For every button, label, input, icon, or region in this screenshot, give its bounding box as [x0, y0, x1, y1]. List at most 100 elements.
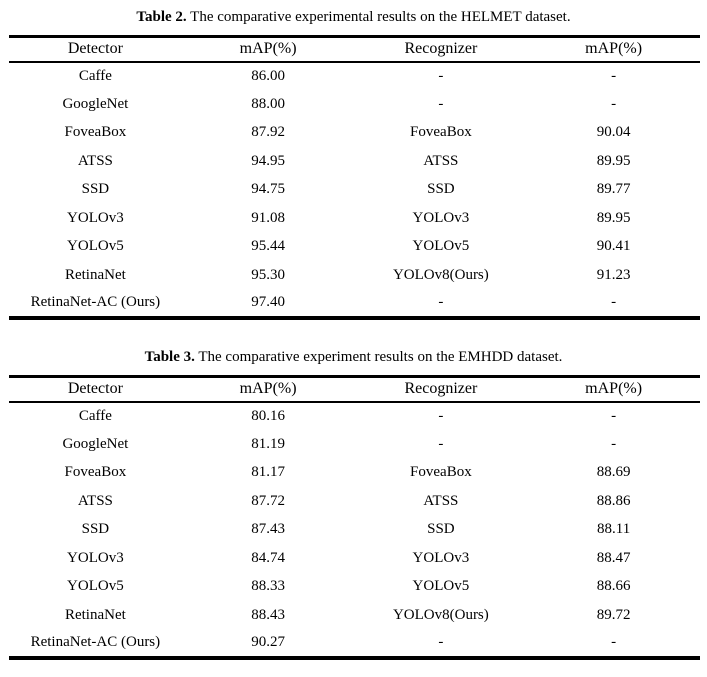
table-cell: SSD [81, 521, 110, 538]
table-cell: Caffe [78, 67, 112, 84]
table-row: SSD 87.43 SSD 88.11 [9, 516, 700, 545]
header-row: Detector mAP(%) Recognizer mAP(%) [9, 37, 700, 62]
table-row: YOLOv3 84.74 YOLOv3 88.47 [9, 544, 700, 573]
table-cell: RetinaNet [64, 266, 126, 283]
column-header: mAP(%) [585, 40, 643, 58]
table-cell: - [611, 634, 617, 651]
table-row: YOLOv5 95.44 YOLOv5 90.41 [9, 233, 700, 262]
column-header: mAP(%) [239, 40, 297, 58]
table-cell: - [611, 95, 617, 112]
table-cell: 80.16 [251, 407, 285, 424]
table-cell: 88.00 [251, 95, 285, 112]
table-cell: - [611, 407, 617, 424]
table-cell: - [438, 435, 444, 452]
table-cell: ATSS [77, 492, 113, 509]
table-cell: YOLOv8(Ours) [392, 266, 489, 283]
table-cell: 87.92 [251, 124, 285, 141]
table-cell: 81.17 [251, 464, 285, 481]
table-cell: 90.27 [251, 634, 285, 651]
table-cell: 89.95 [596, 152, 631, 169]
column-header: Recognizer [404, 40, 478, 58]
table-cell: YOLOv8(Ours) [392, 606, 489, 623]
table-cell: - [611, 435, 617, 452]
table-cell: ATSS [423, 492, 459, 509]
table-cell: - [611, 67, 617, 84]
table-cell: YOLOv5 [67, 578, 124, 595]
helmet-results-table: Detector mAP(%) Recognizer mAP(%) Caffe 86.0… [9, 35, 700, 320]
table-row: Caffe 86.00 - - [9, 62, 700, 91]
table-cell: - [438, 634, 444, 651]
table-cell: 87.72 [251, 492, 285, 509]
table-cell: Caffe [78, 407, 112, 424]
table-row: RetinaNet 88.43 YOLOv8(Ours) 89.72 [9, 601, 700, 630]
table-3-caption-label: Table 3. [144, 349, 195, 365]
table-cell: RetinaNet-AC (Ours) [30, 294, 161, 311]
table-cell: 95.30 [251, 266, 285, 283]
table-cell: GoogleNet [62, 95, 129, 112]
table-cell: - [438, 294, 444, 311]
table-cell: RetinaNet-AC (Ours) [30, 634, 161, 651]
table-cell: 94.95 [251, 152, 285, 169]
table-cell: 90.04 [596, 124, 631, 141]
table-row: Caffe 80.16 - - [9, 402, 700, 431]
header-row: Detector mAP(%) Recognizer mAP(%) [9, 377, 700, 402]
table-cell: YOLOv3 [412, 549, 470, 566]
table-2-block: Table 2. The comparative experimental re… [0, 8, 707, 320]
column-header: mAP(%) [585, 380, 643, 398]
table-cell: FoveaBox [64, 124, 127, 141]
table-cell: - [611, 294, 617, 311]
table-cell: YOLOv5 [412, 238, 470, 255]
table-cell: 88.11 [597, 521, 631, 538]
table-row: ATSS 87.72 ATSS 88.86 [9, 487, 700, 516]
table-cell: 86.00 [251, 67, 285, 84]
table-row: FoveaBox 81.17 FoveaBox 88.69 [9, 459, 700, 488]
table-cell: ATSS [77, 152, 113, 169]
table-cell: SSD [427, 181, 455, 198]
table-cell: 91.23 [596, 266, 631, 283]
emhdd-results-table: Detector mAP(%) Recognizer mAP(%) Caffe 80.1… [9, 375, 700, 660]
table-cell: 81.19 [251, 435, 285, 452]
table-row: RetinaNet-AC (Ours) 97.40 - - [9, 290, 700, 319]
table-cell: - [438, 407, 444, 424]
table-cell: 88.86 [596, 492, 631, 509]
table-3-caption: Table 3. The comparative experiment resu… [0, 348, 707, 366]
column-header: mAP(%) [239, 380, 297, 398]
table-cell: SSD [427, 521, 455, 538]
table-row: GoogleNet 88.00 - - [9, 90, 700, 119]
table-cell: YOLOv5 [67, 238, 124, 255]
table-cell: 89.95 [596, 209, 631, 226]
table-cell: 88.47 [596, 549, 631, 566]
table-cell: SSD [81, 181, 110, 198]
table-cell: 88.43 [251, 606, 285, 623]
table-cell: FoveaBox [64, 464, 127, 481]
column-header: Detector [67, 380, 123, 398]
table-row: YOLOv5 88.33 YOLOv5 88.66 [9, 573, 700, 602]
table-cell: YOLOv3 [67, 549, 124, 566]
table-cell: 90.41 [596, 238, 631, 255]
table-cell: - [438, 67, 444, 84]
table-cell: 87.43 [251, 521, 285, 538]
table-cell: 95.44 [251, 238, 285, 255]
table-cell: FoveaBox [410, 124, 472, 141]
table-row: FoveaBox 87.92 FoveaBox 90.04 [9, 119, 700, 148]
table-row: GoogleNet 81.19 - - [9, 430, 700, 459]
table-row: SSD 94.75 SSD 89.77 [9, 176, 700, 205]
table-cell: FoveaBox [410, 464, 472, 481]
table-cell: 88.69 [596, 464, 631, 481]
table-cell: GoogleNet [62, 435, 129, 452]
table-row: YOLOv3 91.08 YOLOv3 89.95 [9, 204, 700, 233]
table-3-caption-text: The comparative experiment results on th… [198, 349, 563, 365]
column-header: Detector [67, 40, 123, 58]
table-cell: 97.40 [251, 294, 285, 311]
table-row: ATSS 94.95 ATSS 89.95 [9, 147, 700, 176]
table-cell: 84.74 [251, 549, 285, 566]
table-cell: - [438, 95, 444, 112]
table-2-caption-text: The comparative experimental results on … [190, 9, 571, 25]
table-cell: 88.66 [596, 578, 631, 595]
table-cell: YOLOv5 [412, 578, 470, 595]
table-2-caption: Table 2. The comparative experimental re… [0, 8, 707, 26]
table-row: RetinaNet 95.30 YOLOv8(Ours) 91.23 [9, 261, 700, 290]
table-3-block: Table 3. The comparative experiment resu… [0, 348, 707, 660]
table-cell: 88.33 [251, 578, 285, 595]
